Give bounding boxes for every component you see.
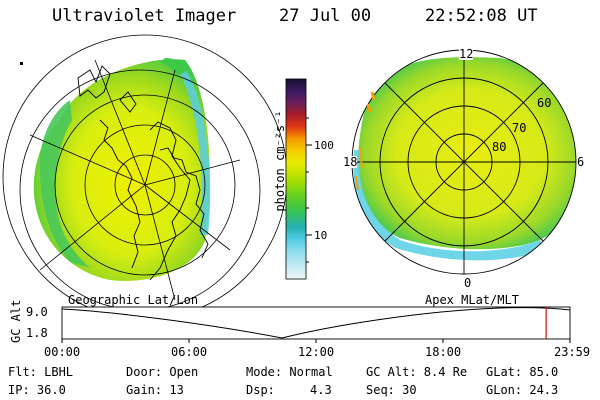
mlat-label-70: 70	[512, 121, 527, 135]
colorbar-label: photon cm⁻²s⁻¹	[273, 110, 287, 212]
mlt-label-6: 6	[577, 155, 585, 169]
apex-caption: Apex MLat/MLT	[425, 293, 519, 307]
info-door: Door: Open	[126, 365, 199, 379]
timeline-xtick-0: 00:00	[44, 345, 81, 359]
colorbar	[285, 78, 312, 280]
timeline-frame	[61, 306, 571, 340]
info-glon: GLon: 24.3	[486, 383, 559, 397]
mlt-label-0: 0	[464, 276, 472, 290]
mlt-label-18: 18	[343, 155, 358, 169]
date-text: 27 Jul 00	[279, 6, 372, 26]
info-dsp-label: Dsp:	[246, 383, 275, 397]
timeline-xtick-2: 12:00	[298, 345, 335, 359]
mlt-label-12: 12	[459, 47, 474, 61]
info-dsp-value: 4.3	[310, 383, 332, 397]
apex-image	[351, 49, 577, 275]
altitude-curve	[61, 307, 571, 339]
timeline-ytick-max: 9.0	[26, 305, 48, 319]
timeline-ylabel: GC Alt	[9, 299, 23, 343]
info-flt: Flt: LBHL	[8, 365, 74, 379]
app-title: Ultraviolet Imager	[52, 6, 237, 26]
info-ip: IP: 36.0	[8, 383, 66, 397]
colorbar-tick-100: 100	[314, 139, 334, 152]
info-gcalt: GC Alt: 8.4 Re	[366, 365, 468, 379]
colorbar-tick-10: 10	[314, 229, 328, 242]
timeline-xtick-3: 18:00	[425, 345, 462, 359]
geographic-caption: Geographic Lat/Lon	[68, 293, 199, 307]
coastline-overlay	[77, 65, 191, 281]
timeline-ytick-min: 1.8	[26, 326, 48, 340]
mlat-label-80: 80	[492, 140, 507, 154]
geographic-image	[2, 34, 288, 320]
info-seq: Seq: 30	[366, 383, 417, 397]
info-glat: GLat: 85.0	[486, 365, 559, 379]
info-gain: Gain: 13	[126, 383, 184, 397]
altitude-timeline	[61, 306, 571, 343]
timeline-xtick-1: 06:00	[171, 345, 208, 359]
info-mode: Mode: Normal	[246, 365, 333, 379]
time-text: 22:52:08 UT	[425, 6, 538, 26]
mlat-label-60: 60	[537, 96, 552, 110]
timeline-xtick-4: 23:59	[554, 345, 591, 359]
